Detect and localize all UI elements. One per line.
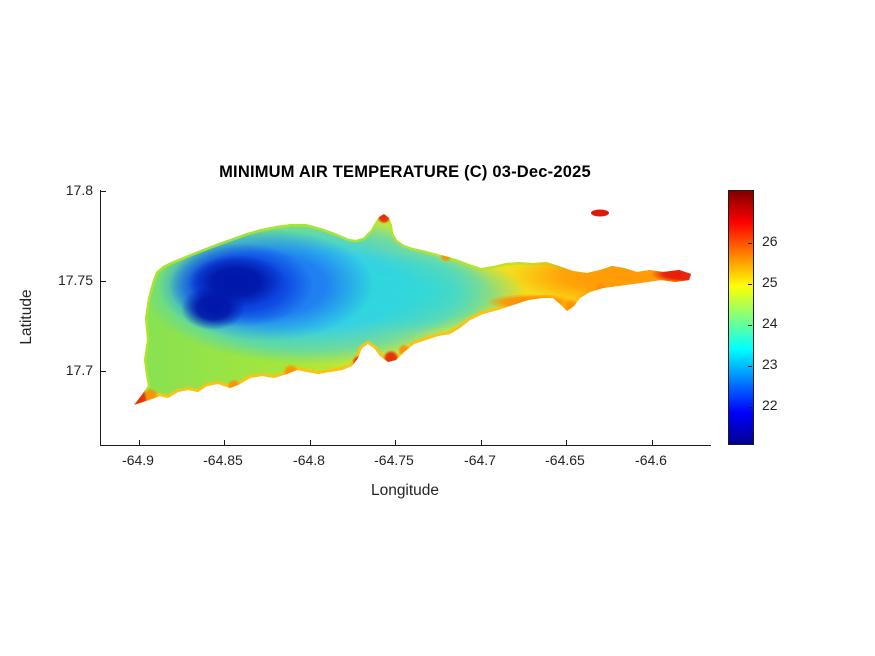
x-tick-label: -64.9 — [122, 452, 154, 468]
x-tick-mark — [566, 440, 567, 445]
y-tick-label: 17.8 — [65, 182, 93, 198]
colorbar-tick-mark — [748, 325, 752, 326]
warm-spot — [144, 388, 158, 402]
coldest-core-secondary — [181, 286, 245, 330]
temperature-map — [134, 209, 691, 405]
island-contour-field — [134, 214, 691, 405]
colorbar-tick-label: 23 — [762, 356, 778, 372]
colorbar-tick-label: 25 — [762, 274, 778, 290]
y-tick-mark — [101, 371, 106, 372]
x-axis-label: Longitude — [370, 482, 440, 499]
warm-spot — [283, 364, 299, 380]
warm-spot — [352, 355, 366, 369]
colorbar-tick-mark — [748, 284, 752, 285]
detached-islet — [591, 209, 609, 217]
plot-area — [100, 190, 711, 446]
x-tick-label: -64.6 — [635, 452, 667, 468]
warm-spot — [227, 379, 241, 393]
x-tick-label: -64.8 — [293, 452, 325, 468]
colorbar-tick-mark — [748, 243, 752, 244]
x-tick-mark — [310, 440, 311, 445]
warm-north-notch — [377, 214, 391, 224]
hot-east-point — [679, 265, 691, 285]
colorbar-tick-label: 24 — [762, 315, 778, 331]
x-tick-mark — [139, 440, 140, 445]
colorbar-tick-mark — [748, 366, 752, 367]
warm-spot — [563, 299, 579, 315]
y-tick-mark — [101, 281, 106, 282]
colorbar-tick-label: 26 — [762, 233, 778, 249]
colorbar-tick-mark — [748, 407, 752, 408]
southeast-coast-warm-band — [486, 294, 576, 310]
y-tick-label: 17.75 — [57, 272, 93, 288]
y-tick-label: 17.7 — [65, 362, 93, 378]
colorbar-tick-label: 22 — [762, 397, 778, 413]
x-tick-mark — [481, 440, 482, 445]
chart-title: MINIMUM AIR TEMPERATURE (C) 03-Dec-2025 — [219, 163, 591, 181]
warm-spot — [383, 350, 399, 366]
x-tick-label: -64.75 — [374, 452, 414, 468]
y-tick-mark — [101, 191, 106, 192]
x-tick-mark — [652, 440, 653, 445]
warm-spot — [398, 344, 410, 356]
x-tick-mark — [224, 440, 225, 445]
x-tick-label: -64.85 — [203, 452, 243, 468]
x-tick-label: -64.65 — [545, 452, 585, 468]
colorbar — [728, 190, 754, 445]
warm-spot — [440, 250, 452, 262]
x-tick-label: -64.7 — [464, 452, 496, 468]
y-axis-label: Latitude — [18, 289, 35, 345]
x-tick-mark — [395, 440, 396, 445]
warm-spot — [595, 282, 607, 294]
